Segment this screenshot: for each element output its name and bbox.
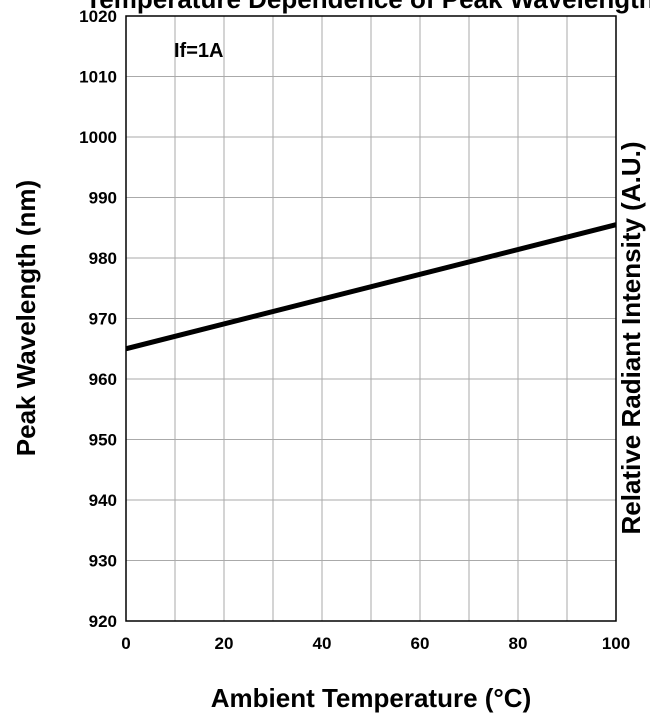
y-axis-title: Peak Wavelength (nm) — [11, 180, 41, 456]
chart-title: Temperature Dependence of Peak Wavelengt… — [85, 0, 650, 14]
x-tick-label: 40 — [313, 634, 332, 653]
grid — [126, 16, 616, 621]
x-axis-title: Ambient Temperature (°C) — [211, 683, 532, 713]
y-tick-labels: 920 930 940 950 960 970 980 990 1000 1010 1020 — [79, 7, 117, 631]
y-tick-label: 1000 — [79, 128, 117, 147]
annotation-if: If=1A — [174, 40, 223, 62]
x-tick-labels: 0 20 40 60 80 100 — [121, 634, 630, 653]
y-tick-label: 940 — [89, 491, 117, 510]
y-tick-label: 920 — [89, 612, 117, 631]
y-tick-label: 960 — [89, 370, 117, 389]
y-tick-label: 990 — [89, 189, 117, 208]
x-tick-label: 20 — [215, 634, 234, 653]
x-tick-label: 100 — [602, 634, 630, 653]
x-tick-label: 80 — [509, 634, 528, 653]
y-tick-label: 930 — [89, 552, 117, 571]
x-tick-label: 0 — [121, 634, 130, 653]
y-tick-label: 970 — [89, 310, 117, 329]
x-tick-label: 60 — [411, 634, 430, 653]
y-tick-label: 950 — [89, 431, 117, 450]
series-line — [125, 222, 617, 352]
y-tick-label: 1010 — [79, 68, 117, 87]
plot-frame — [125, 15, 617, 622]
y2-axis-title: Relative Radiant Intensity (A.U.) — [616, 142, 646, 535]
series — [125, 222, 617, 352]
y-tick-label: 980 — [89, 249, 117, 268]
y-tick-label: 1020 — [79, 7, 117, 26]
